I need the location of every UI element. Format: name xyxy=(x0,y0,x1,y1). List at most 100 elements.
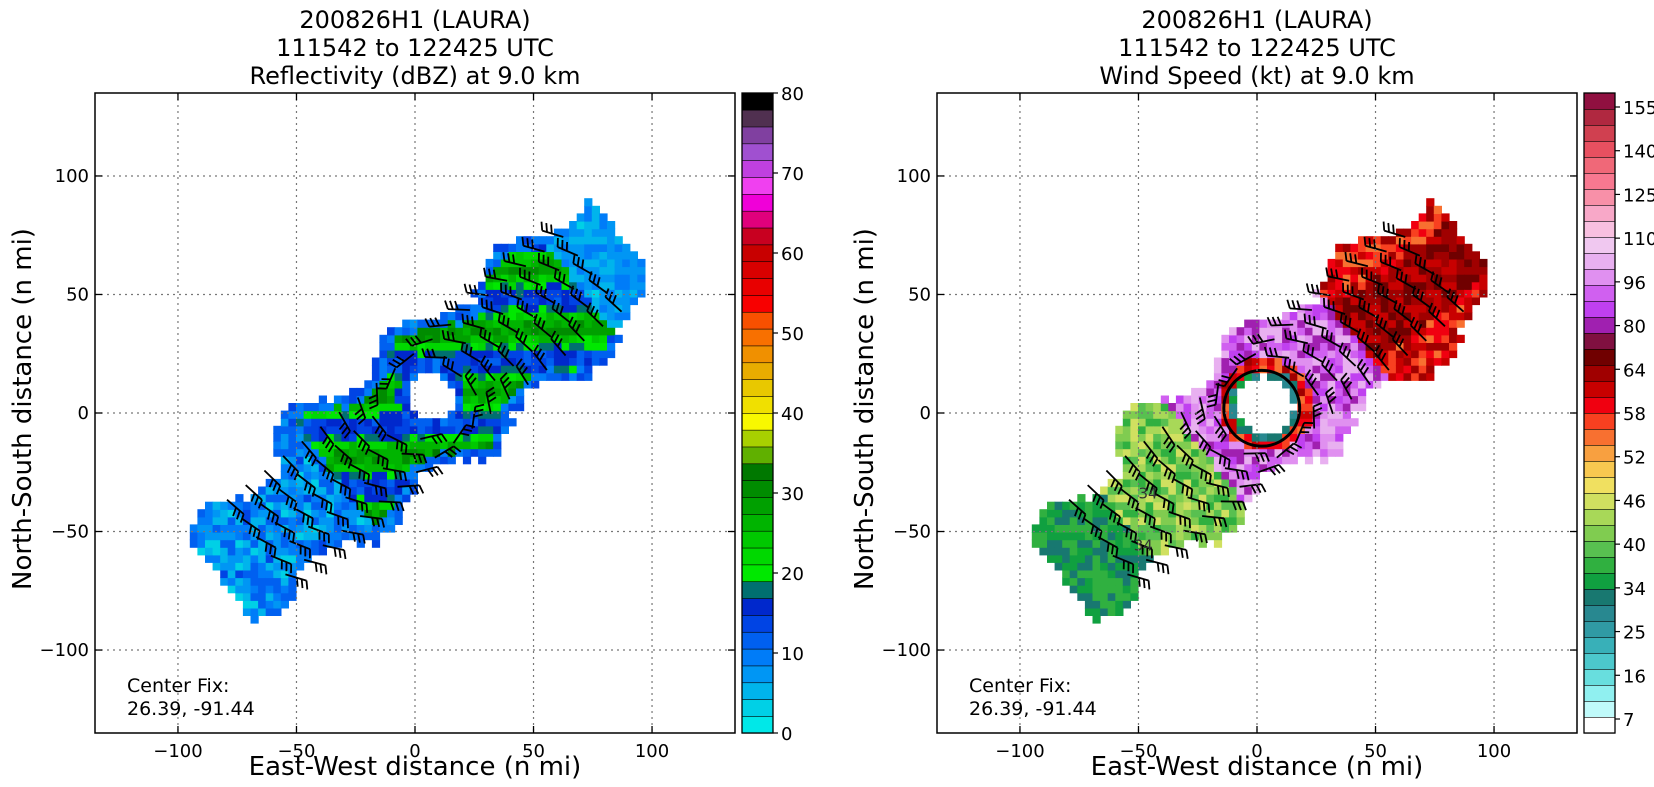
data-cell xyxy=(1342,418,1351,427)
data-cell xyxy=(493,289,502,298)
data-cell xyxy=(1418,357,1427,366)
data-cell xyxy=(394,372,403,381)
colorbar-swatch xyxy=(741,581,774,599)
wind-barb-flag xyxy=(1373,239,1376,249)
data-cell xyxy=(1342,304,1351,313)
data-cell xyxy=(584,372,593,381)
data-cell xyxy=(326,516,335,525)
data-cell xyxy=(629,266,638,275)
data-cell xyxy=(1107,524,1116,533)
data-cell xyxy=(1062,532,1071,541)
wind-barb-flag xyxy=(1431,306,1437,316)
wind-barb xyxy=(434,445,455,459)
data-cell xyxy=(1047,524,1056,533)
wind-barb xyxy=(1187,496,1209,505)
wind-barb-flag xyxy=(1180,548,1184,558)
wind-barb xyxy=(1308,291,1331,297)
data-cell xyxy=(288,569,297,579)
data-cell xyxy=(402,418,411,427)
wind-barb-flag xyxy=(611,294,617,304)
data-cell xyxy=(1138,410,1147,419)
wind-barb-flag xyxy=(293,501,298,512)
data-cell xyxy=(1107,501,1116,510)
data-cell xyxy=(1153,509,1162,518)
wind-barb-flag xyxy=(1435,309,1441,319)
data-cell xyxy=(493,433,502,442)
data-cell xyxy=(341,463,350,472)
data-cell xyxy=(303,463,312,472)
data-cell xyxy=(470,395,479,404)
colorbar-swatch xyxy=(741,210,774,229)
wind-barb-flag xyxy=(341,426,349,435)
data-cell xyxy=(235,569,244,579)
data-cell xyxy=(1297,334,1306,343)
data-cell xyxy=(1365,365,1374,374)
data-cell xyxy=(553,334,563,343)
data-cell xyxy=(1236,471,1245,480)
data-cell xyxy=(447,418,456,427)
data-cell xyxy=(599,304,608,313)
wind-barb-flag xyxy=(307,453,314,463)
data-cell xyxy=(1251,463,1260,472)
data-cell xyxy=(1206,509,1215,518)
colorbar-swatch xyxy=(741,648,774,667)
wind-barb-flag xyxy=(521,366,528,376)
data-cell xyxy=(599,251,608,260)
data-cell xyxy=(462,403,472,412)
data-cell xyxy=(318,456,327,465)
data-cell xyxy=(1236,441,1245,450)
data-cell xyxy=(1350,243,1359,252)
data-cell xyxy=(1122,478,1131,488)
data-cell xyxy=(1350,304,1359,313)
wind-barb-flag xyxy=(304,449,311,459)
wind-barb-flag xyxy=(535,348,543,358)
data-cell xyxy=(1320,418,1329,427)
data-cell xyxy=(546,289,555,298)
data-cell xyxy=(478,448,487,457)
data-cell xyxy=(1312,349,1321,359)
data-cell xyxy=(1274,327,1283,336)
data-cell xyxy=(387,478,396,488)
wind-barb-flag xyxy=(1423,259,1427,269)
data-cell xyxy=(485,304,494,313)
data-cell xyxy=(1358,395,1367,404)
wind-barb-flag xyxy=(413,485,420,495)
data-cell xyxy=(235,516,244,525)
data-cell xyxy=(1213,509,1223,518)
y-tick-label: 100 xyxy=(897,166,931,187)
data-cell xyxy=(265,607,274,616)
data-cell xyxy=(1297,418,1306,427)
wind-barb-flag xyxy=(515,358,523,367)
colorbar-swatch xyxy=(1583,540,1616,558)
wind-barb-flag xyxy=(306,515,310,526)
data-cell xyxy=(250,615,259,624)
data-cell xyxy=(1327,425,1336,434)
data-cell xyxy=(584,365,593,374)
colorbar-tick-label: 20 xyxy=(781,564,804,585)
data-cell xyxy=(394,463,403,472)
wind-barb-flag xyxy=(344,486,347,496)
wind-barb xyxy=(401,452,424,456)
wind-barb-flag xyxy=(562,273,566,284)
data-cell xyxy=(265,494,274,503)
data-cell xyxy=(303,410,312,419)
data-cell xyxy=(1229,524,1238,533)
wind-barb-flag xyxy=(475,403,485,408)
data-cell xyxy=(1206,516,1215,525)
wind-barb-flag xyxy=(1167,470,1173,480)
wind-barb xyxy=(1383,229,1406,238)
data-cell xyxy=(1449,342,1458,351)
data-cell xyxy=(265,562,274,571)
data-cell xyxy=(1411,296,1420,306)
data-cell xyxy=(1342,251,1351,260)
data-cell xyxy=(1122,600,1131,609)
data-cell xyxy=(280,509,289,518)
data-cell xyxy=(1449,349,1458,359)
data-cell xyxy=(1130,516,1139,525)
data-cell xyxy=(478,365,487,374)
data-cell xyxy=(303,456,312,465)
data-cell xyxy=(402,433,411,442)
data-cell xyxy=(311,501,320,510)
wind-barb-flag xyxy=(1254,452,1260,463)
wind-barb-flag xyxy=(1363,236,1367,246)
